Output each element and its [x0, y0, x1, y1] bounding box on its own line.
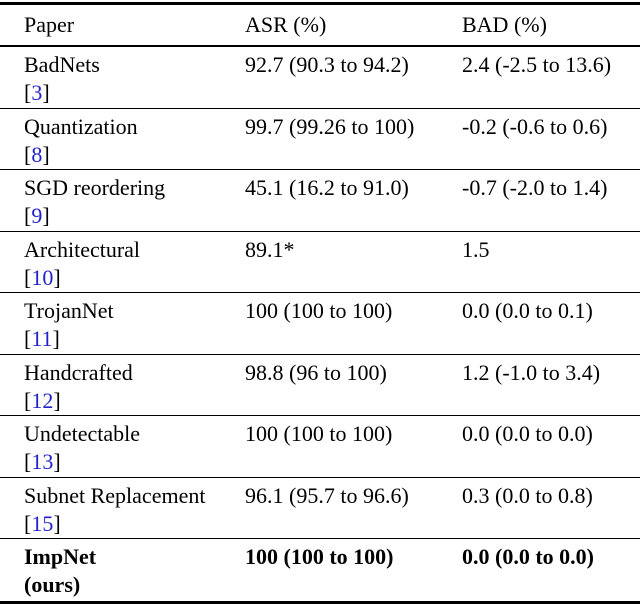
paper-cell: TrojanNet [11]	[0, 297, 245, 354]
paper-cell: Handcrafted [12]	[0, 359, 245, 416]
bad-value: -0.7 (-2.0 to 1.4)	[462, 175, 608, 200]
citation-bracket-left: [	[24, 326, 32, 351]
citation-bracket-right: ]	[52, 326, 60, 351]
citation-bracket-left: [	[24, 80, 32, 105]
citation: [15]	[24, 510, 245, 538]
citation-bracket-right: ]	[53, 387, 61, 413]
citation-bracket-right: ]	[53, 264, 61, 290]
citation-link[interactable]: 12	[31, 387, 54, 413]
paper-cell: SGD reordering [9]	[0, 174, 245, 231]
citation-link[interactable]: 13	[31, 449, 54, 474]
bad-value: 0.0 (0.0 to 0.0)	[462, 544, 594, 569]
paper-name: Architectural	[24, 236, 141, 262]
citation-bracket-left: [	[24, 387, 32, 413]
table-row: Architectural [10] 89.1* 1.5	[0, 232, 640, 293]
citation: [11]	[24, 325, 245, 353]
table-row: Undetectable [13] 100 (100 to 100) 0.0 (…	[0, 416, 640, 478]
paper-name: BadNets	[24, 52, 100, 77]
citation-bracket-right: ]	[53, 510, 61, 536]
paper-name: TrojanNet	[24, 298, 114, 323]
citation-bracket-right: ]	[42, 80, 50, 105]
citation-link[interactable]: 11	[31, 326, 53, 351]
asr-value: 100 (100 to 100)	[245, 544, 394, 569]
citation-link[interactable]: 9	[31, 203, 43, 228]
citation-link[interactable]: 15	[31, 510, 54, 536]
citation: [13]	[24, 448, 245, 476]
paper-name: SGD reordering	[24, 175, 166, 200]
citation: [8]	[24, 141, 245, 169]
table-row: Handcrafted [12] 98.8 (96 to 100) 1.2 (-…	[0, 355, 640, 416]
table-row: TrojanNet [11] 100 (100 to 100) 0.0 (0.0…	[0, 293, 640, 355]
paper-cell: Architectural [10]	[0, 236, 245, 293]
paper-cell: Subnet Replacement [15]	[0, 482, 245, 539]
citation-bracket-left: [	[24, 510, 32, 536]
citation-bracket-left: [	[24, 141, 32, 167]
citation: [12]	[24, 387, 245, 415]
bad-value: 2.4 (-2.5 to 13.6)	[462, 52, 612, 77]
table-row: BadNets [3] 92.7 (90.3 to 94.2) 2.4 (-2.…	[0, 47, 640, 109]
column-header-paper: Paper	[24, 12, 75, 37]
paper-cell: Quantization [8]	[0, 113, 245, 170]
table-header: Paper ASR (%) BAD (%)	[0, 5, 640, 47]
asr-value: 45.1 (16.2 to 91.0)	[245, 175, 409, 200]
citation-bracket-right: ]	[42, 141, 50, 167]
citation-link[interactable]: 3	[31, 80, 43, 105]
bad-value: 0.0 (0.0 to 0.0)	[462, 421, 593, 446]
asr-value: 100 (100 to 100)	[245, 421, 393, 446]
asr-value: 89.1*	[245, 236, 295, 262]
citation-bracket-left: [	[24, 203, 32, 228]
asr-value: 99.7 (99.26 to 100)	[245, 113, 415, 139]
paper-cell: Undetectable [13]	[0, 420, 245, 477]
citation-bracket-left: [	[24, 264, 32, 290]
citation-bracket-right: ]	[53, 449, 61, 474]
bad-value: 0.0 (0.0 to 0.1)	[462, 298, 593, 323]
column-header-asr: ASR (%)	[245, 12, 327, 37]
citation-bracket-left: [	[24, 449, 32, 474]
paper-cell: ImpNet (ours)	[0, 543, 245, 601]
table-row: Subnet Replacement [15] 96.1 (95.7 to 96…	[0, 478, 640, 539]
table-body: BadNets [3] 92.7 (90.3 to 94.2) 2.4 (-2.…	[0, 47, 640, 601]
table-row: Quantization [8] 99.7 (99.26 to 100) -0.…	[0, 109, 640, 170]
table-row: ImpNet (ours) 100 (100 to 100) 0.0 (0.0 …	[0, 539, 640, 601]
paper-name: Undetectable	[24, 421, 141, 446]
citation-bracket-right: ]	[42, 203, 50, 228]
bad-value: 1.5	[462, 236, 490, 262]
asr-value: 96.1 (95.7 to 96.6)	[245, 482, 409, 508]
table-row: SGD reordering [9] 45.1 (16.2 to 91.0) -…	[0, 170, 640, 232]
paper-name: Quantization	[24, 113, 138, 139]
paper-name: Handcrafted	[24, 359, 133, 385]
citation: [10]	[24, 264, 245, 292]
bad-value: 1.2 (-1.0 to 3.4)	[462, 359, 601, 385]
citation-link[interactable]: 10	[31, 264, 54, 290]
citation: [3]	[24, 79, 245, 107]
paper-name: Subnet Replacement	[24, 482, 206, 508]
bad-value: 0.3 (0.0 to 0.8)	[462, 482, 593, 508]
citation: [9]	[24, 202, 245, 230]
paper-name: ImpNet	[24, 544, 97, 569]
citation-link[interactable]: 8	[31, 141, 43, 167]
asr-value: 92.7 (90.3 to 94.2)	[245, 52, 409, 77]
column-header-bad: BAD (%)	[462, 12, 547, 37]
asr-value: 100 (100 to 100)	[245, 298, 393, 323]
paper-note: (ours)	[24, 572, 81, 597]
bad-value: -0.2 (-0.6 to 0.6)	[462, 113, 608, 139]
paper-cell: BadNets [3]	[0, 51, 245, 108]
asr-value: 98.8 (96 to 100)	[245, 359, 387, 385]
